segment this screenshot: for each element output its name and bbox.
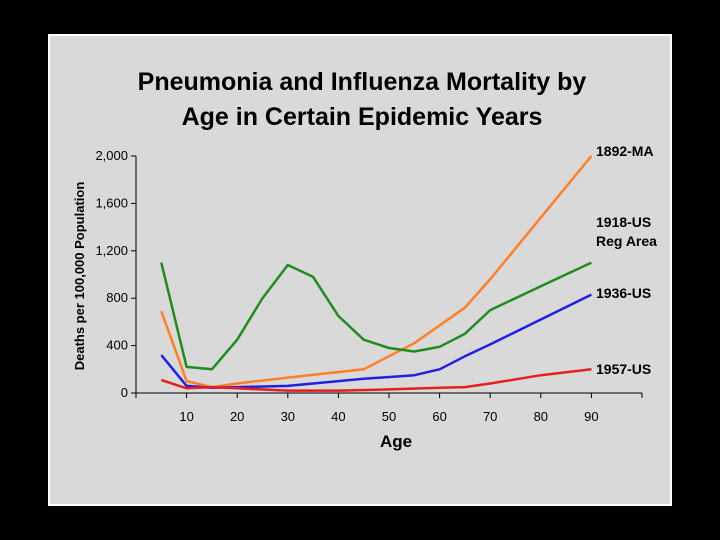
chart-svg: Pneumonia and Influenza Mortality by Age…	[72, 68, 657, 451]
y-tick-label: 800	[106, 290, 128, 305]
series-label-line: 1892-MA	[596, 143, 654, 159]
y-tick-label: 1,600	[95, 195, 128, 210]
x-tick-label: 40	[331, 409, 345, 424]
series-label-line: Reg Area	[596, 233, 657, 249]
chart-series-lines	[160, 155, 593, 392]
series-label-1892-ma: 1892-MA	[596, 143, 654, 159]
chart-title-line-1: Pneumonia and Influenza Mortality by	[138, 68, 587, 96]
series-line-1936-us	[160, 293, 592, 389]
series-line-1957-us	[160, 368, 592, 392]
x-tick-label: 60	[432, 409, 446, 424]
series-label-1936-us: 1936-US	[596, 285, 651, 301]
x-tick-label: 70	[483, 409, 497, 424]
series-label-1918-us: 1918-US Reg Area	[596, 214, 657, 249]
x-tick-label: 10	[179, 409, 193, 424]
series-line-1918-us	[160, 261, 592, 371]
y-tick-label: 400	[106, 338, 128, 353]
y-axis-label: Deaths per 100,000 Population	[72, 182, 87, 371]
x-tick-label: 30	[281, 409, 295, 424]
chart-axes: 0 400 800 1,200 1,600 2,000 10 20 30 40 50 60 70 80 90	[95, 148, 643, 424]
chart-title-line-2: Age in Certain Epidemic Years	[182, 103, 543, 131]
series-label-1957-us: 1957-US	[596, 361, 651, 377]
chart-title: Pneumonia and Influenza Mortality by Age…	[138, 68, 587, 131]
x-tick-label: 20	[230, 409, 244, 424]
y-tick-label: 1,200	[95, 243, 128, 258]
series-label-line: 1936-US	[596, 285, 651, 301]
series-label-line: 1918-US	[596, 214, 651, 230]
x-tick-label: 90	[584, 409, 598, 424]
series-line-1892-ma	[160, 155, 593, 389]
chart-series-labels: 1892-MA 1918-US Reg Area 1936-US 1957-US	[596, 143, 657, 377]
y-tick-label: 0	[121, 385, 128, 400]
x-tick-label: 80	[534, 409, 548, 424]
chart-slide: Pneumonia and Influenza Mortality by Age…	[48, 34, 672, 506]
x-tick-label: 50	[382, 409, 396, 424]
x-axis-label: Age	[380, 432, 412, 451]
series-label-line: 1957-US	[596, 361, 651, 377]
y-tick-label: 2,000	[95, 148, 128, 163]
